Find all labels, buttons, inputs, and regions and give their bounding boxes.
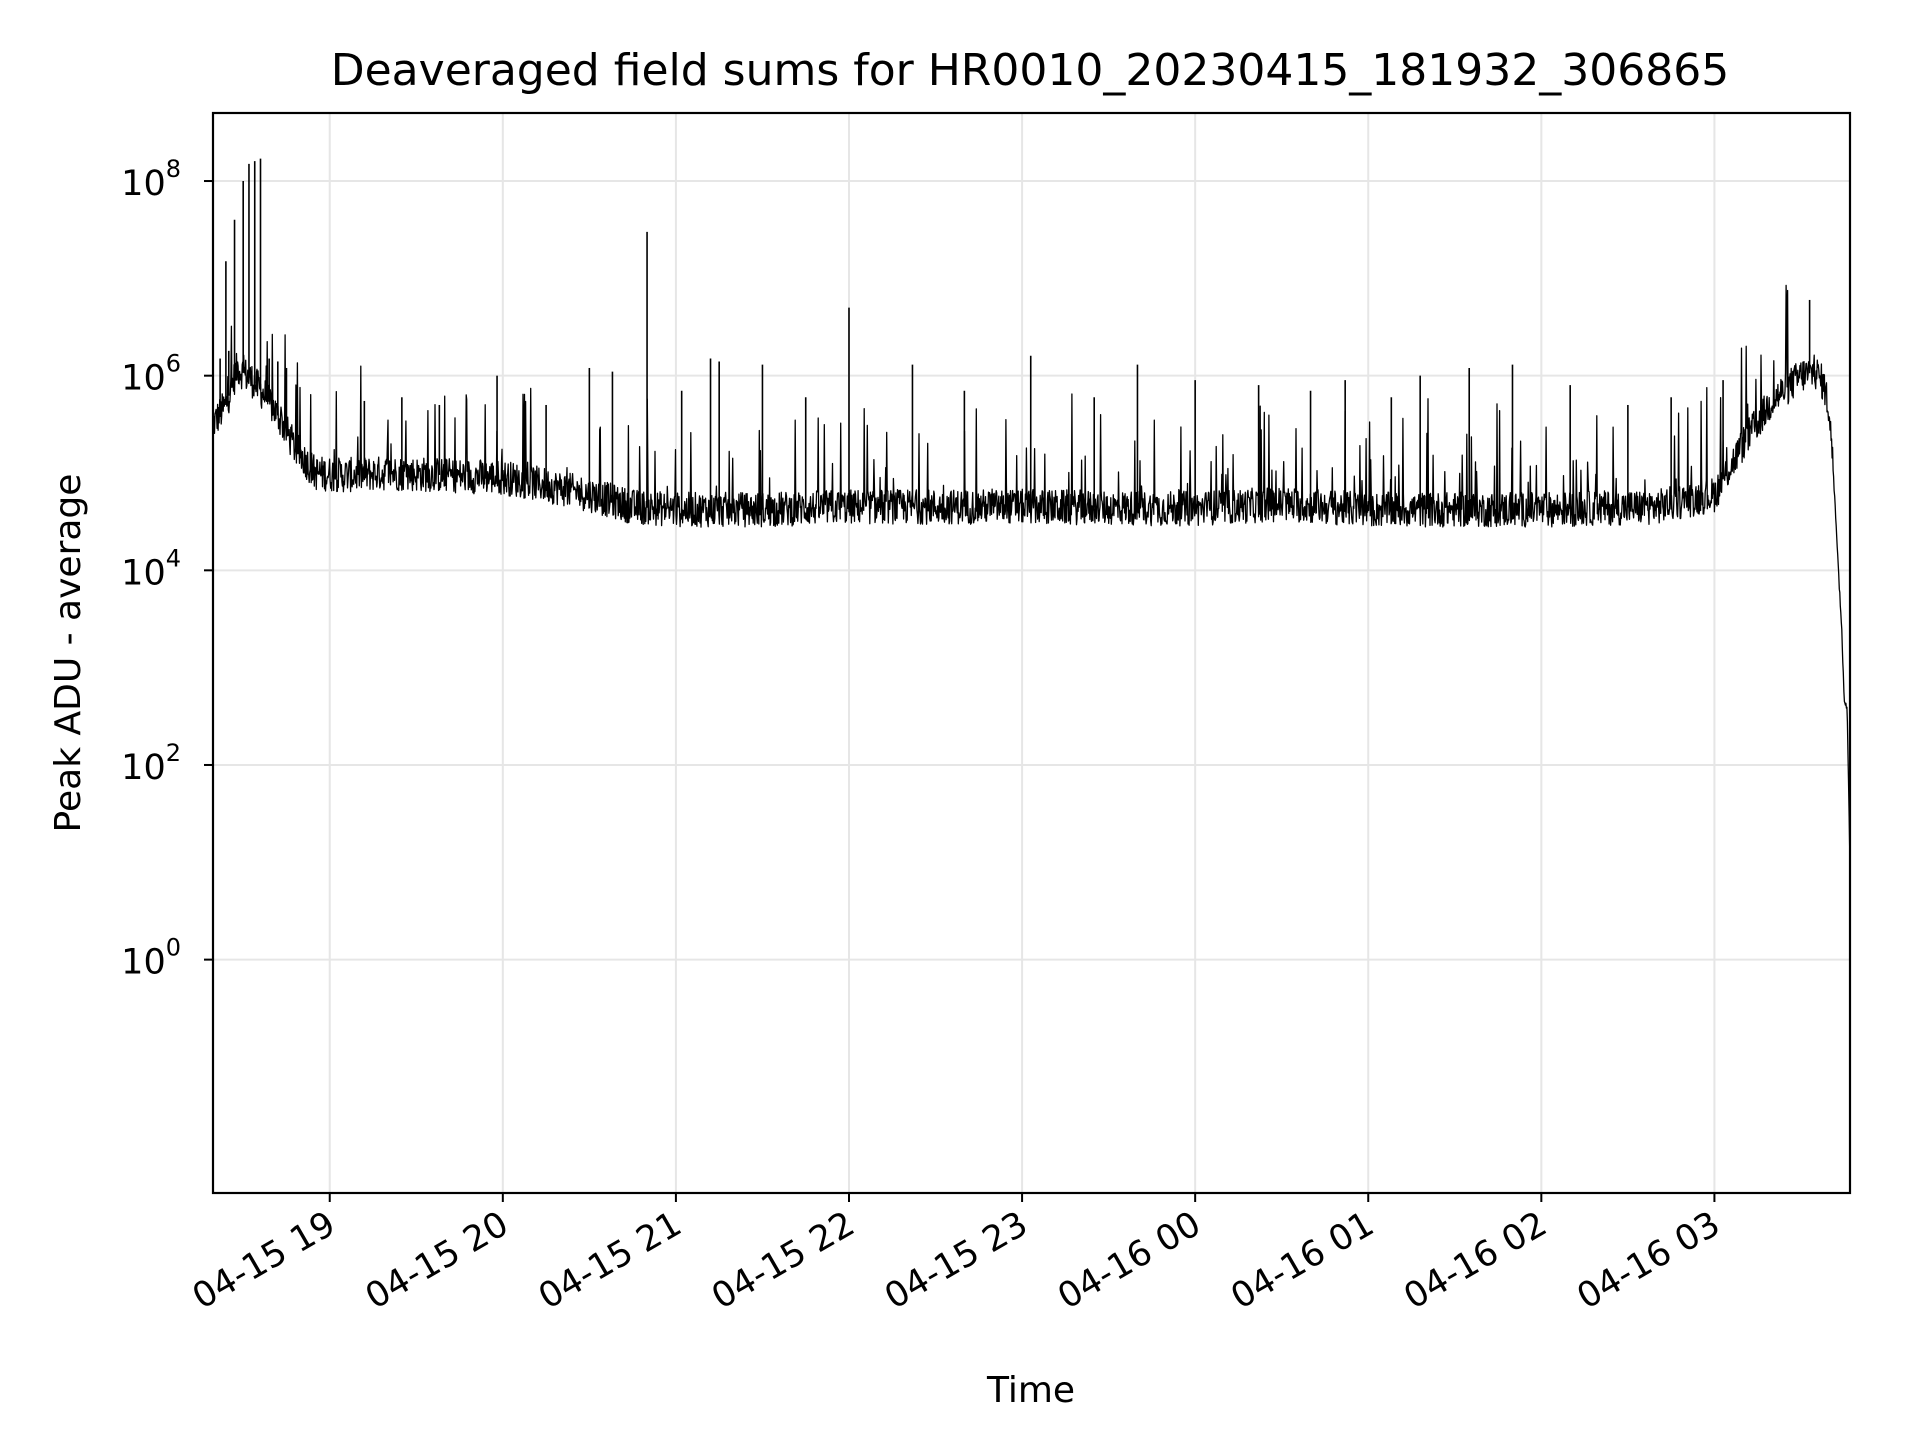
series-layer: [212, 158, 1851, 865]
y-tick-label: 108: [121, 155, 181, 204]
grid: [213, 113, 1850, 1193]
y-tick-base: 10: [121, 748, 166, 788]
y-tick-base: 10: [121, 359, 166, 399]
y-tick-exponent: 4: [166, 544, 181, 572]
data-line: [212, 284, 1851, 865]
plot-frame: [211, 111, 1852, 1195]
x-axis-label: Time: [986, 1370, 1075, 1411]
y-tick-exponent: 8: [166, 155, 181, 183]
y-axis-label: Peak ADU - average: [48, 474, 89, 833]
y-tick-label: 106: [121, 350, 181, 399]
y-tick-label: 100: [121, 934, 181, 983]
y-tick-exponent: 0: [166, 934, 181, 962]
y-tick-label: 102: [121, 739, 181, 788]
y-tick-base: 10: [121, 164, 166, 204]
y-tick-label: 104: [121, 544, 181, 593]
y-tick-base: 10: [121, 553, 166, 593]
chart-title: Deaveraged field sums for HR0010_2023041…: [331, 45, 1730, 96]
y-tick-exponent: 6: [166, 350, 181, 378]
y-tick-exponent: 2: [166, 739, 181, 767]
y-tick-base: 10: [121, 943, 166, 983]
